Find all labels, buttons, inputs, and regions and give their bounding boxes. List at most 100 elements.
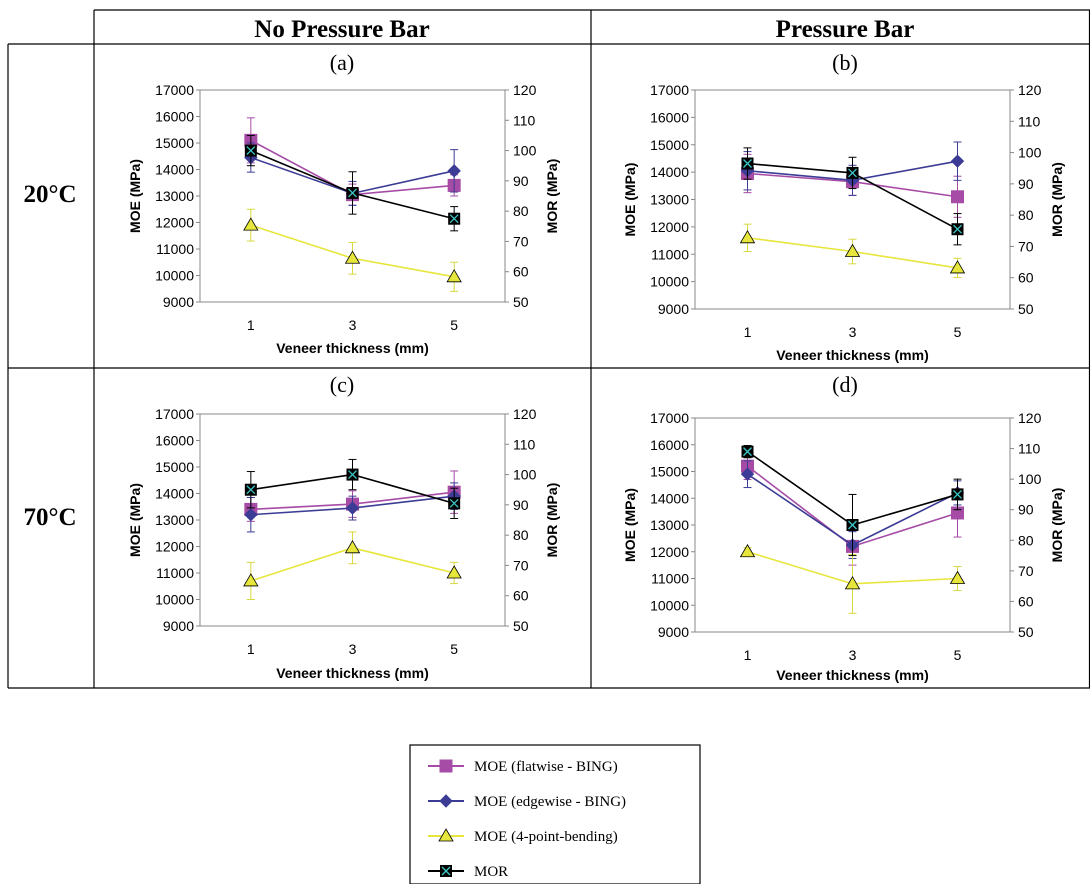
y2-tick-label: 50	[513, 294, 529, 310]
y2-tick-label: 50	[1018, 624, 1034, 640]
legend-marker	[439, 759, 453, 773]
data-point	[951, 223, 964, 236]
data-point	[951, 488, 964, 501]
col-header-pressure-bar: Pressure Bar	[776, 16, 915, 43]
data-point	[344, 250, 361, 264]
legend-item-2: MOE (4-point-bending)	[428, 828, 618, 845]
data-point	[344, 540, 361, 554]
y2-tick-label: 80	[513, 203, 529, 219]
x-axis-label: Veneer thickness (mm)	[776, 667, 929, 683]
y-tick-label: 11000	[651, 246, 689, 262]
y2-tick-label: 90	[1018, 502, 1034, 518]
y2-tick-label: 60	[513, 264, 529, 280]
chart-panel-d: (d)9000100001100012000130001400015000160…	[622, 372, 1065, 683]
y-tick-label: 15000	[650, 464, 689, 480]
data-point	[244, 483, 257, 496]
y-tick-label: 13000	[650, 517, 689, 533]
y2-tick-label: 90	[1018, 176, 1034, 192]
y-axis-label: MOE (MPa)	[622, 488, 638, 562]
legend-item-3: MOR	[428, 864, 508, 880]
data-point	[741, 157, 754, 170]
data-point	[741, 445, 754, 458]
y2-tick-label: 100	[513, 467, 537, 483]
data-point	[844, 243, 861, 257]
y2-tick-label: 80	[1018, 532, 1034, 548]
y-tick-label: 14000	[155, 486, 194, 502]
y-tick-label: 9000	[658, 301, 689, 317]
data-point	[446, 269, 462, 283]
legend-item-0: MOE (flatwise - BING)	[428, 759, 618, 775]
y-tick-label: 16000	[155, 109, 194, 125]
y2-axis-label: MOR (MPa)	[1049, 162, 1065, 237]
y2-tick-label: 90	[513, 173, 529, 189]
y-tick-label: 13000	[155, 188, 194, 204]
chart-panel-b: (b)9000100001100012000130001400015000160…	[622, 50, 1065, 363]
legend-items: MOE (flatwise - BING) MOE (edgewise - BIN…	[428, 759, 626, 880]
x-axis-label: Veneer thickness (mm)	[276, 665, 429, 681]
y-tick-label: 17000	[650, 82, 689, 98]
y-tick-label: 10000	[650, 597, 689, 613]
series-3	[741, 147, 964, 246]
col-header-no-pressure-bar: No Pressure Bar	[254, 16, 429, 43]
y-tick-label: 10000	[155, 268, 194, 284]
chart-panel-c: (c)9000100001100012000130001400015000160…	[127, 372, 560, 681]
legend-label: MOE (edgewise - BING)	[474, 794, 626, 810]
y2-tick-label: 50	[513, 618, 529, 634]
y-tick-label: 11000	[156, 241, 194, 257]
y-tick-label: 16000	[155, 433, 194, 449]
y2-tick-label: 120	[513, 406, 537, 422]
y2-tick-label: 100	[1018, 471, 1042, 487]
data-point	[846, 166, 859, 179]
y2-tick-label: 80	[1018, 207, 1034, 223]
data-point	[950, 154, 965, 168]
y-tick-label: 16000	[650, 437, 689, 453]
data-point	[844, 576, 861, 590]
y-tick-label: 12000	[650, 219, 689, 235]
y2-axis-label: MOR (MPa)	[1049, 488, 1065, 563]
series-2	[243, 531, 462, 600]
data-point	[243, 573, 259, 587]
y-tick-label: 10000	[650, 274, 689, 290]
data-point	[346, 186, 359, 199]
data-point	[447, 164, 461, 178]
data-point	[949, 570, 966, 584]
y2-tick-label: 100	[1018, 145, 1042, 161]
y-tick-label: 15000	[155, 135, 194, 151]
x-tick-label: 1	[744, 324, 752, 340]
data-point	[949, 260, 966, 274]
x-tick-label: 3	[349, 317, 357, 333]
data-point	[448, 497, 461, 510]
data-point	[244, 144, 257, 157]
y-tick-label: 12000	[155, 215, 194, 231]
legend-marker	[439, 794, 453, 808]
panel-label-b: (b)	[832, 50, 858, 75]
y-tick-label: 13000	[155, 512, 194, 528]
y2-tick-label: 70	[1018, 563, 1034, 579]
y-axis-label: MOE (MPa)	[127, 483, 143, 557]
y-tick-label: 14000	[650, 164, 689, 180]
legend-label: MOE (flatwise - BING)	[474, 759, 618, 775]
y-tick-label: 13000	[650, 192, 689, 208]
chart-panel-a: (a)9000100001100012000130001400015000160…	[127, 50, 560, 356]
chart-panels: (a)9000100001100012000130001400015000160…	[127, 50, 1065, 683]
x-axis-label: Veneer thickness (mm)	[776, 347, 929, 363]
x-tick-label: 5	[954, 324, 962, 340]
legend-label: MOR	[474, 864, 508, 880]
data-point	[951, 190, 964, 204]
series-2	[739, 223, 966, 279]
y-tick-label: 12000	[155, 539, 194, 555]
series-2	[739, 543, 966, 614]
legend-label: MOE (4-point-bending)	[474, 829, 618, 845]
y2-tick-label: 60	[513, 588, 529, 604]
panel-label-c: (c)	[330, 372, 354, 397]
y-tick-label: 12000	[650, 544, 689, 560]
legend-box	[409, 744, 701, 884]
x-tick-label: 1	[247, 641, 255, 657]
y2-axis-label: MOR (MPa)	[544, 483, 560, 558]
y-axis-label: MOE (MPa)	[622, 163, 638, 237]
x-tick-label: 1	[744, 647, 752, 663]
y-tick-label: 10000	[155, 592, 194, 608]
row-header-70c: 70°C	[23, 504, 76, 531]
data-point	[243, 217, 259, 231]
